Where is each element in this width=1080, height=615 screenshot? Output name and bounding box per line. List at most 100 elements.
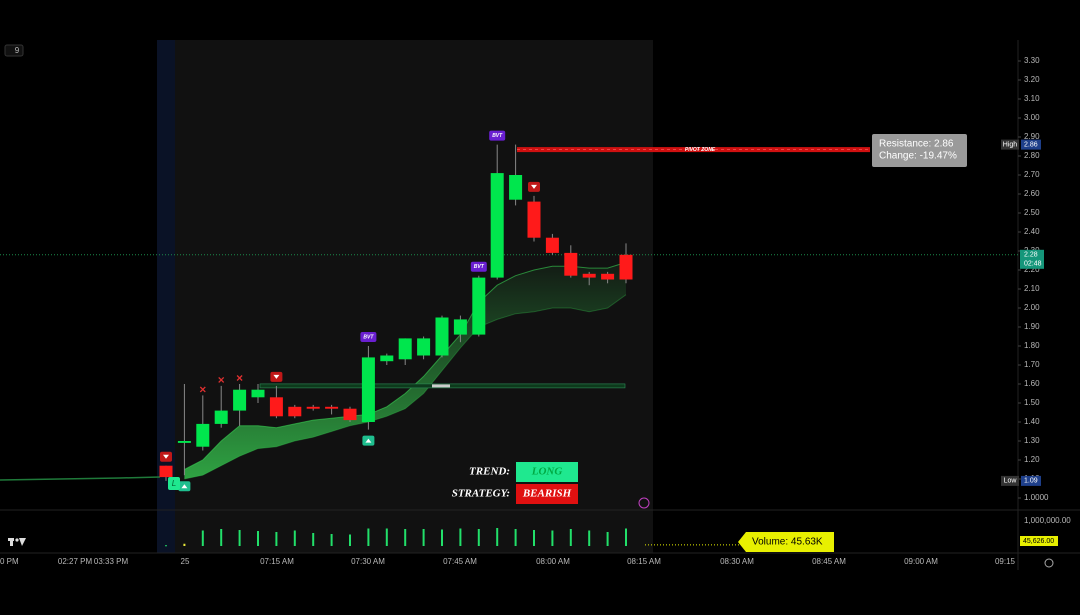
volume-last-box	[1020, 536, 1058, 546]
candle-body	[325, 406, 339, 409]
volume-bar	[349, 534, 351, 546]
volume-tick-label: 1,000,000.00	[1024, 516, 1071, 525]
volume-bar	[588, 530, 591, 546]
candle-body	[601, 273, 615, 280]
x-tick-label: 07:15 AM	[260, 557, 294, 566]
low-value-box	[1021, 475, 1041, 486]
x-tick-label: 08:30 AM	[720, 557, 754, 566]
sell-arrow	[273, 374, 280, 379]
volume-bar	[477, 529, 480, 546]
x-tick-label: 08:45 AM	[812, 557, 846, 566]
y-tick-label: 1.40	[1024, 417, 1040, 426]
sell-arrow	[531, 184, 537, 189]
candle-body	[361, 357, 375, 422]
candle-body	[582, 273, 596, 278]
high-value-box	[1021, 139, 1041, 150]
candle-body	[453, 319, 467, 335]
x-tick-label: 25	[181, 557, 190, 566]
volume-bar	[606, 532, 609, 546]
volume-tag: Volume: 45.63K	[752, 537, 823, 548]
low-name-box	[1001, 475, 1019, 486]
y-tick-label: 2.90	[1024, 132, 1040, 141]
pivot-label: PIVOT ZONE	[685, 147, 716, 153]
volume-last: 45,626.00	[1023, 538, 1054, 545]
volume-bar	[367, 528, 370, 546]
candle-body	[545, 237, 559, 253]
y-tick-label: 2.70	[1024, 170, 1040, 179]
candle-body	[159, 465, 173, 478]
y-tick-label: 1.50	[1024, 398, 1040, 407]
table-value: BEARISH	[522, 488, 572, 500]
interval: 9	[15, 46, 20, 55]
y-tick-label: 2.40	[1024, 227, 1040, 236]
candle-body	[343, 408, 357, 421]
volume-bar	[459, 528, 462, 546]
candle-body	[472, 277, 486, 335]
candle-body	[196, 423, 210, 447]
x-marker	[218, 376, 225, 383]
signal-box	[470, 261, 487, 272]
x-tick-label: 09:15	[995, 557, 1016, 566]
y-tick-label: 3.00	[1024, 113, 1040, 122]
premarket-line	[0, 476, 161, 481]
volume-bar	[238, 530, 241, 546]
candle-body	[177, 441, 191, 443]
volume-bar	[201, 530, 204, 546]
signal-label: BVT	[474, 264, 485, 270]
volume-bar	[312, 533, 315, 546]
volume-bar	[257, 531, 259, 546]
y-tick-label: 1.20	[1024, 455, 1040, 464]
candle-body	[233, 389, 247, 411]
table-cell	[516, 484, 578, 504]
candle-body	[527, 201, 541, 238]
volume-bar	[404, 529, 407, 546]
y-tick-label: 3.10	[1024, 94, 1040, 103]
volume-bar	[569, 529, 572, 546]
candle-body	[509, 175, 523, 200]
x-tick-label: 0 PM	[0, 557, 19, 566]
candle-body	[619, 254, 633, 280]
y-tick-label: 1.0000	[1024, 493, 1049, 502]
volume-bar	[551, 530, 554, 546]
y-tick-label: 2.20	[1024, 265, 1040, 274]
candle-body	[417, 338, 431, 356]
x-tick-label: 07:30 AM	[351, 557, 385, 566]
y-tick-label: 1.80	[1024, 341, 1040, 350]
entry-label: L	[172, 479, 176, 488]
volume-bar	[496, 528, 499, 546]
low-value: 1.09	[1024, 478, 1038, 485]
resistance-text: Resistance: 2.86	[879, 139, 954, 150]
table-key: STRATEGY:	[452, 488, 510, 500]
signal-label: BVT	[363, 334, 374, 340]
buy-arrow	[181, 484, 188, 489]
high-name-box	[1001, 139, 1019, 150]
cloud-fill	[184, 262, 626, 479]
signal-label: BVT	[492, 133, 503, 139]
resistance-box	[872, 134, 967, 167]
countdown: 02:48	[1024, 261, 1042, 268]
table-key: TREND:	[469, 466, 510, 478]
volume-bar	[220, 529, 223, 546]
buy-arrow	[365, 438, 372, 443]
volume-bar	[183, 543, 186, 546]
y-tick-label: 1.90	[1024, 322, 1040, 331]
y-tick-label: 3.30	[1024, 56, 1040, 65]
volume-bar	[441, 529, 443, 546]
y-tick-label: 1.70	[1024, 360, 1040, 369]
cloud-lower	[184, 294, 627, 480]
x-tick-label: 08:00 AM	[536, 557, 570, 566]
settings-icon[interactable]	[1044, 558, 1054, 568]
resistance-text: Change: -19.47%	[879, 151, 957, 162]
table-cell	[516, 462, 578, 482]
volume-bar	[293, 530, 296, 546]
x-marker	[236, 375, 243, 381]
y-tick-label: 2.50	[1024, 208, 1040, 217]
y-tick-label: 1.30	[1024, 436, 1040, 445]
sell-arrow	[163, 454, 169, 459]
x-tick-label: 08:15 AM	[627, 557, 661, 566]
tv-logo	[8, 538, 26, 546]
signal-box	[360, 332, 377, 342]
candle-body	[490, 173, 504, 278]
alert-icon[interactable]	[638, 497, 650, 509]
